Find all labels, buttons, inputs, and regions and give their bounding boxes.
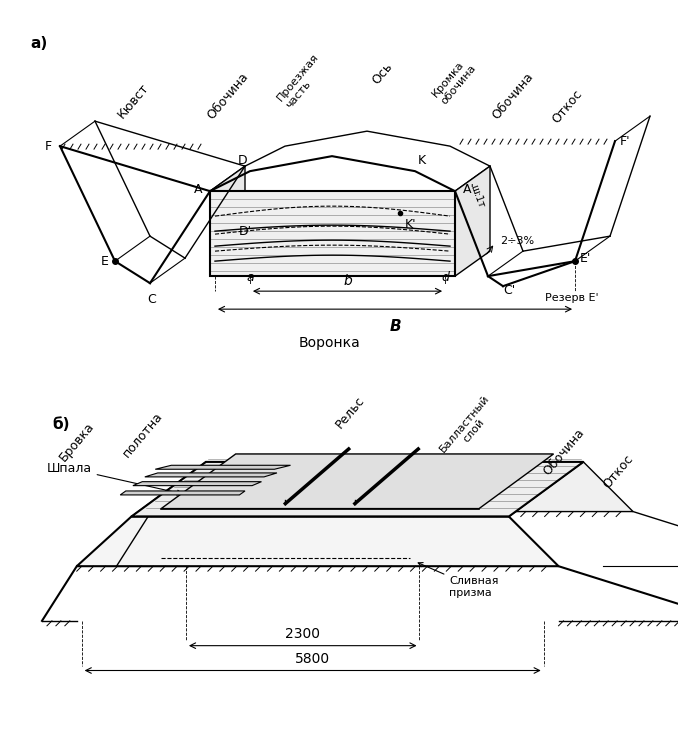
Text: Проезжая
часть: Проезжая часть [275,51,329,110]
Polygon shape [77,516,558,566]
Text: а): а) [30,37,47,51]
Text: Обочина: Обочина [490,70,537,122]
Text: 2÷3%: 2÷3% [500,236,534,246]
Text: F': F' [620,135,630,148]
Text: A': A' [463,183,475,196]
Text: E: E [101,255,109,267]
Text: Кромка
обочина: Кромка обочина [430,56,477,107]
Text: b: b [343,274,352,288]
Text: F: F [45,139,52,153]
Text: Обочина: Обочина [205,70,252,122]
Text: б): б) [52,417,69,432]
Text: D: D [237,154,247,167]
Text: ш:1т: ш:1т [468,183,486,209]
Text: A: A [194,183,202,196]
Polygon shape [210,191,455,276]
Text: Воронка: Воронка [299,336,361,350]
Text: Рельс: Рельс [333,393,367,431]
Text: Откос: Откос [550,87,585,125]
Text: Шпала: Шпала [46,462,182,495]
Text: C: C [148,293,156,306]
Polygon shape [131,462,583,516]
Text: Откос: Откос [600,452,636,491]
Text: Бровка: Бровка [56,420,97,464]
Text: Резерв Е': Резерв Е' [545,293,598,303]
Polygon shape [120,491,245,495]
Polygon shape [155,466,290,469]
Text: Кювст: Кювст [115,81,152,121]
Polygon shape [133,482,262,486]
Text: d: d [441,271,449,284]
Text: Сливная
призма: Сливная призма [418,562,498,598]
Text: Обочина: Обочина [541,426,587,478]
Polygon shape [145,473,277,477]
Text: 5800: 5800 [295,652,330,665]
Text: полотна: полотна [121,410,166,460]
Text: 2300: 2300 [285,627,320,641]
Text: K: K [418,154,426,167]
Text: Балластный
слой: Балластный слой [438,393,500,461]
Text: Ось: Ось [370,60,396,86]
Polygon shape [210,166,245,276]
Text: D': D' [239,225,252,238]
Text: K': K' [405,218,417,231]
Text: C': C' [503,284,515,297]
Text: B: B [389,319,401,335]
Polygon shape [455,166,490,276]
Text: E': E' [580,252,592,264]
Polygon shape [161,454,554,509]
Text: a: a [246,271,254,284]
Polygon shape [151,462,633,512]
